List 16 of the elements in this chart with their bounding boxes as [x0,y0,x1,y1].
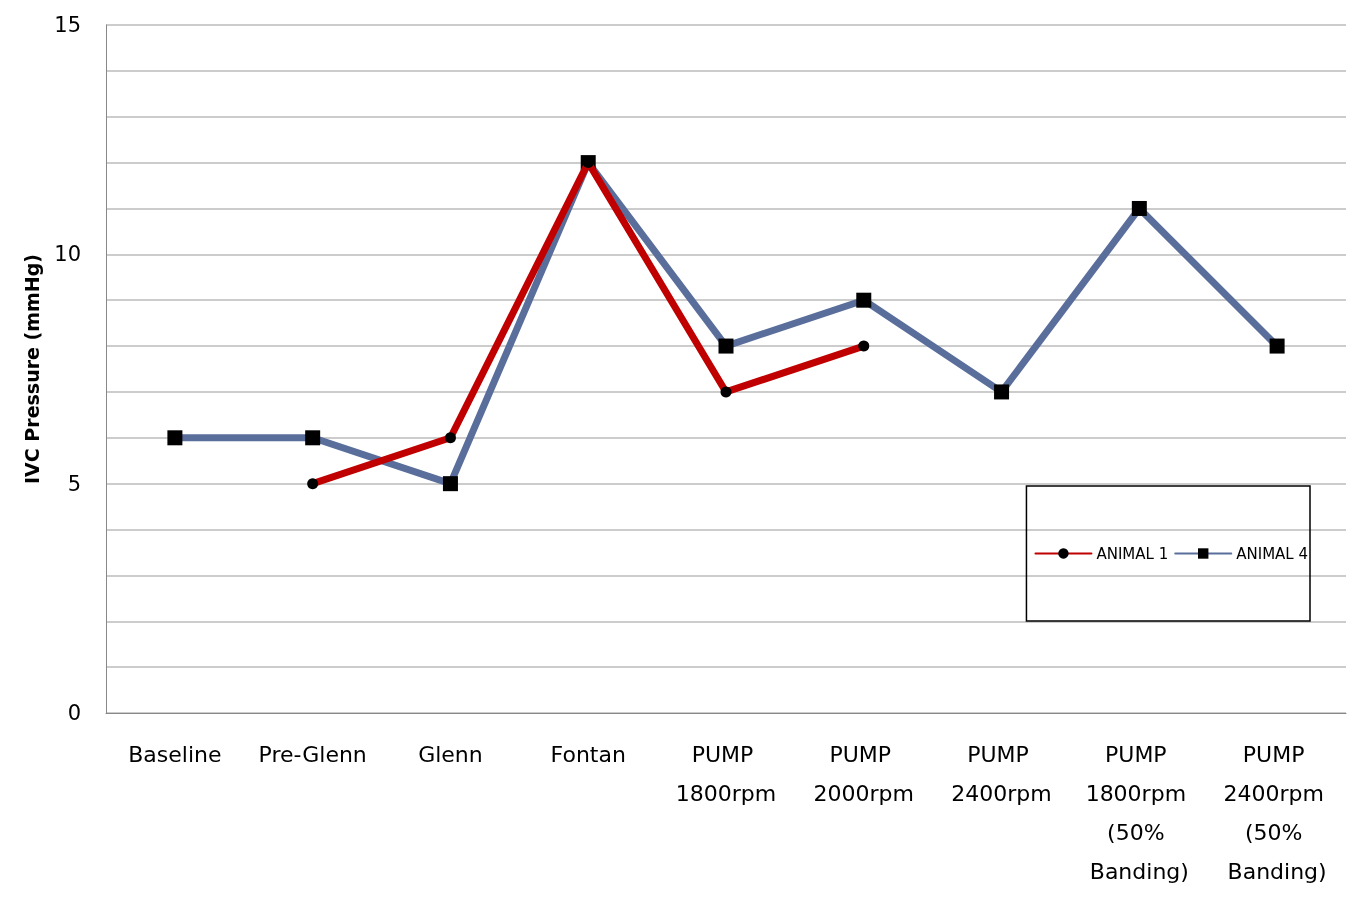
x-tick-label: PUMP 1800rpm [675,742,777,806]
x-tick-label: PUMP 2000rpm [813,742,914,806]
y-tick-label: 15 [54,13,81,37]
x-tick-label: Pre-Glenn [258,742,367,767]
legend-label: ANIMAL 4 [1236,544,1308,563]
y-tick-label: 0 [67,701,81,725]
x-tick-label: PUMP 2400rpm [951,742,1052,806]
x-tick-label: Glenn [418,742,483,767]
x-tick-label: PUMP 2400rpm (50% Banding) [1223,742,1331,884]
y-tick-label: 5 [67,471,81,496]
y-axis-title: IVC Pressure (mmHg) [20,254,43,484]
x-tick-label: PUMP 1800rpm (50% Banding) [1085,742,1194,884]
legend-label: ANIMAL 1 [1096,544,1169,563]
y-tick-label: 10 [54,242,81,267]
x-tick-label: Fontan [550,742,626,767]
x-tick-label: Baseline [128,742,222,767]
